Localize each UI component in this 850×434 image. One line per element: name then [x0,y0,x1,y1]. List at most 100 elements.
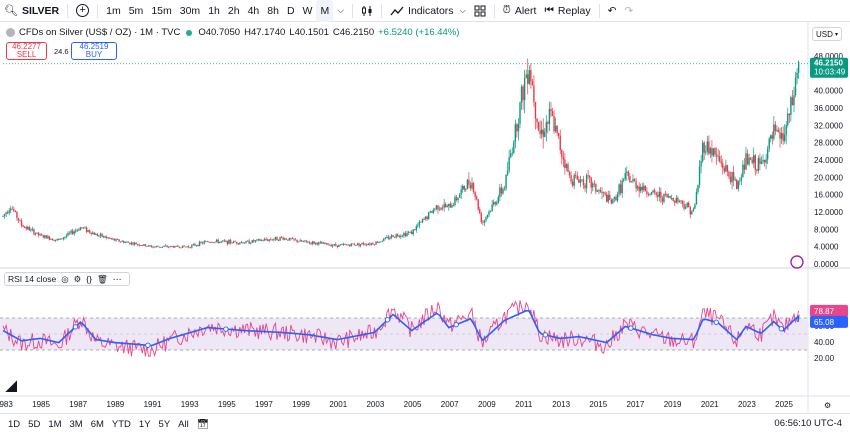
candle-body [703,142,705,153]
candle-body [112,238,114,240]
candle-body [65,235,68,237]
candle-body [585,175,588,189]
timeframe-2h[interactable]: 2h [227,4,240,17]
symbol-search[interactable]: 🔍︎ SILVER [0,0,63,22]
candle-body [751,159,753,163]
candle-body [152,246,154,248]
candle-body [115,239,117,241]
candle-body [684,206,687,209]
candle-body [328,244,331,246]
timeframe-1h[interactable]: 1h [208,4,220,17]
candle-body [511,152,513,154]
candle-body [88,230,91,233]
range-1Y[interactable]: 1Y [138,418,151,430]
add-symbol-button[interactable]: + [72,0,93,22]
currency-select[interactable]: USD ▾ [812,27,842,41]
candle-body [287,239,289,241]
candle-body [766,148,769,160]
candle-body [136,244,139,246]
candle-body [155,246,157,247]
layouts-button[interactable] [470,0,490,22]
candle-body [375,241,377,245]
time-tick: 2011 [515,400,533,409]
candle-body [277,240,280,241]
candle-body [107,237,109,239]
candle-body [254,240,257,242]
sell-button[interactable]: 46.2277 SELL [6,42,47,60]
candle-body [129,242,131,245]
candle-body [181,245,184,249]
timeframe-5m[interactable]: 5m [128,4,144,17]
rsi-legend[interactable]: RSI 14 close ◎ ⚙︎ {} 🗑︎ ⋯ [4,272,131,286]
candle-body [62,237,65,239]
indicators-button[interactable]: Indicators ⌵ [386,0,470,22]
trash-icon[interactable]: 🗑︎ [96,273,108,284]
candle-body [539,130,541,135]
candle-body [404,233,407,237]
candle-body [58,239,60,240]
more-icon[interactable]: ⋯ [112,273,122,284]
timeframe-4h[interactable]: 4h [247,4,260,17]
timeframe-dropdown[interactable]: ⌵ [333,0,348,22]
candle-body [157,246,159,247]
candle-body [547,122,549,124]
candle-body [121,241,123,242]
undo-button[interactable]: ↶ [604,0,621,22]
candle-body [588,175,591,178]
candle-body [485,217,487,221]
timeframe-W[interactable]: W [302,4,313,17]
collapse-icon[interactable] [6,28,15,37]
candle-body [582,179,585,186]
redo-button[interactable]: ↷ [620,0,637,22]
range-5D[interactable]: 5D [28,418,41,430]
rsi-cross-marker [713,319,719,325]
range-3M[interactable]: 3M [69,418,83,430]
calendar-icon[interactable]: 📅︎ [196,418,209,430]
eye-icon[interactable]: ◎ [61,273,69,284]
timeframe-1m[interactable]: 1m [106,4,121,17]
indicators-label: Indicators [408,4,454,17]
candle-body [17,218,20,221]
candle-body [14,211,17,212]
rsi-tick: 20.00 [814,354,835,363]
candle-body [429,211,431,213]
candle-body [448,203,450,207]
candle-body [169,246,171,247]
timeframe-30m[interactable]: 30m [179,4,201,17]
chart-type-button[interactable] [357,0,377,22]
candle-body [369,243,371,245]
candle-body [736,179,738,189]
timeframe-M[interactable]: M [316,0,334,22]
candle-body [528,70,530,84]
settings-icon[interactable]: ⚙︎ [73,273,82,284]
timeframe-D[interactable]: D [286,4,295,17]
timeframe-15m[interactable]: 15m [151,4,172,17]
time-tick: 1993 [181,400,199,409]
candle-body [10,208,12,211]
candle-body [219,241,221,243]
range-All[interactable]: All [178,418,189,430]
range-YTD[interactable]: YTD [111,418,131,430]
candle-body [691,211,693,215]
buy-button[interactable]: 46.2519 BUY [71,42,117,60]
range-6M[interactable]: 6M [90,418,104,430]
candle-body [203,241,205,244]
candle-body [728,171,730,177]
candle-body [630,181,633,183]
replay-button[interactable]: ⏮︎ Replay [540,0,594,22]
range-5Y[interactable]: 5Y [158,418,171,430]
candle-body [175,245,178,247]
candle-body [776,129,778,131]
range-1M[interactable]: 1M [48,418,62,430]
source-code-icon[interactable]: {} [86,274,92,284]
candle-body [604,192,606,195]
candle-body [263,239,266,241]
candle-body [393,236,396,238]
price-tick: 0.0000 [814,260,839,269]
range-1D[interactable]: 1D [8,418,21,430]
candle-body [384,237,387,239]
alert-button[interactable]: ⏰︎ Alert [499,0,541,22]
timeframe-8h[interactable]: 8h [267,4,279,17]
candle-body [288,238,291,241]
